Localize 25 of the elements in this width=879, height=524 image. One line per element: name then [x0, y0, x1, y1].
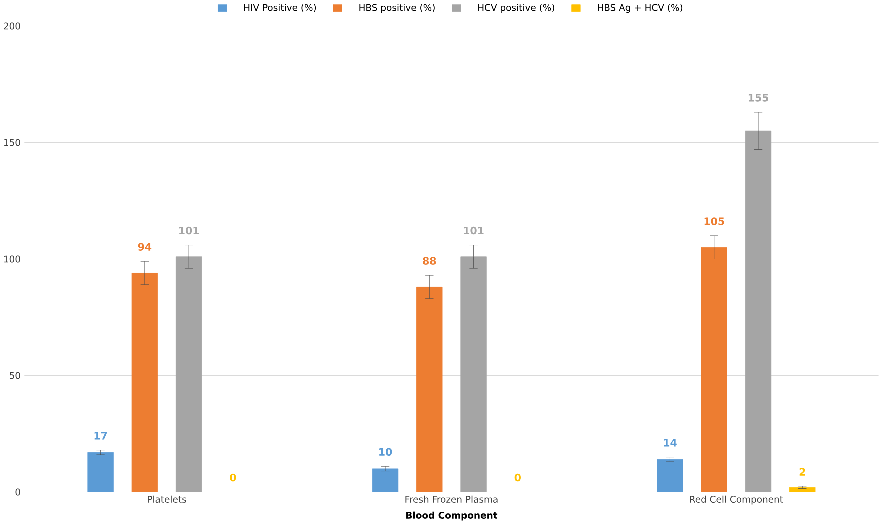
y-tick-label: 200	[4, 22, 20, 30]
data-label: 17	[94, 432, 108, 440]
data-label: 0	[230, 474, 236, 482]
data-label: 105	[704, 218, 724, 226]
x-axis-title: Blood Component	[406, 512, 498, 521]
legend-label: HCV positive (%)	[478, 4, 554, 13]
y-tick-label: 0	[16, 488, 20, 496]
data-label: 88	[423, 257, 436, 265]
data-label: 14	[664, 439, 677, 447]
legend-label: HBS Ag + HCV (%)	[598, 4, 683, 13]
x-tick-label: Red Cell Component	[690, 496, 784, 505]
data-label: 101	[180, 226, 200, 235]
data-label: 10	[380, 448, 392, 456]
x-tick-label: Platelets	[148, 496, 186, 503]
data-label: 2	[800, 468, 806, 476]
data-label: 94	[138, 243, 152, 251]
y-tick-label: 150	[4, 139, 20, 146]
y-tick-label: 50	[10, 372, 20, 380]
y-tick-label: 100	[4, 256, 20, 263]
data-label: 101	[464, 226, 484, 235]
legend-label: HBS positive (%)	[360, 4, 435, 13]
legend-label: HIV Positive (%)	[244, 4, 316, 12]
data-label: 0	[514, 474, 521, 482]
x-tick-label: Fresh Frozen Plasma	[406, 496, 498, 503]
data-label: 155	[748, 94, 768, 102]
